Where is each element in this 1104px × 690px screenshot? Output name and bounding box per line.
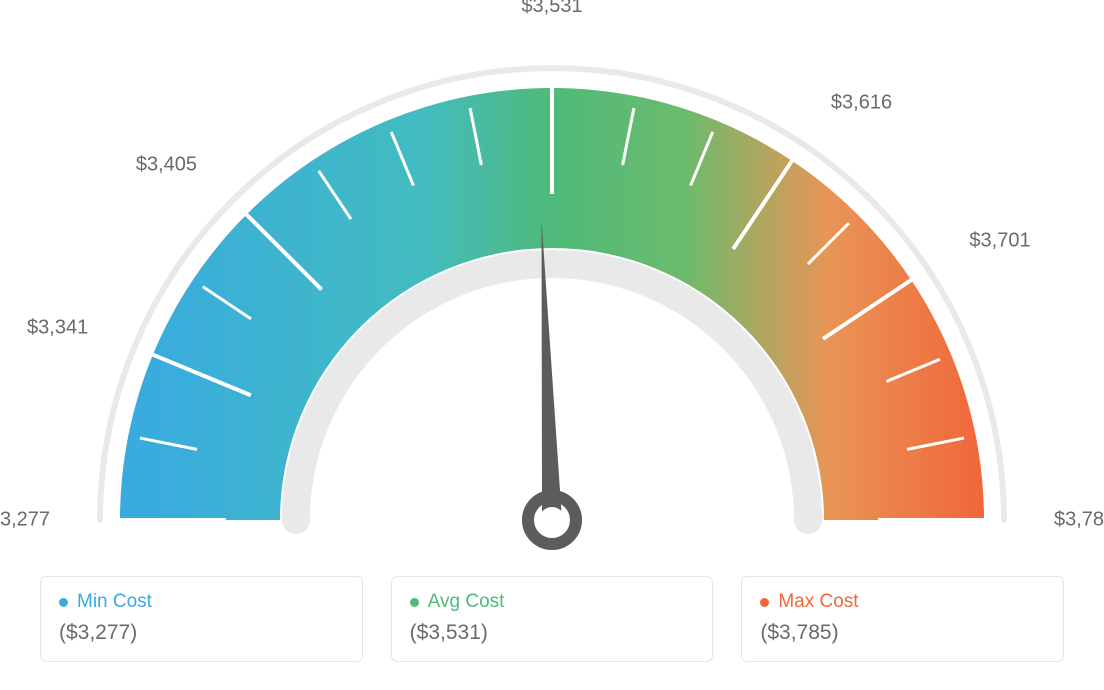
min-cost-value: ($3,277) — [59, 621, 344, 645]
max-cost-value: ($3,785) — [760, 621, 1045, 645]
gauge-tick-label: $3,277 — [0, 509, 50, 532]
gauge-tick-label: $3,785 — [1054, 509, 1104, 532]
min-cost-card: Min Cost ($3,277) — [40, 576, 363, 662]
gauge-chart: $3,277 $3,341 $3,405 $3,531 $3,616 $3,701 $3,7… — [0, 0, 1104, 560]
avg-cost-value: ($3,531) — [410, 621, 695, 645]
min-cost-title-row: Min Cost — [59, 591, 344, 613]
max-cost-title-row: Max Cost — [760, 591, 1045, 613]
avg-cost-title: Avg Cost — [428, 591, 505, 613]
gauge-tick-label: $3,341 — [27, 316, 88, 339]
gauge-tick-label: $3,531 — [521, 0, 582, 18]
avg-cost-card: Avg Cost ($3,531) — [391, 576, 714, 662]
min-dot-icon — [59, 598, 68, 607]
max-dot-icon — [760, 598, 769, 607]
avg-cost-title-row: Avg Cost — [410, 591, 695, 613]
gauge-tick-label: $3,616 — [831, 91, 892, 114]
avg-dot-icon — [410, 598, 419, 607]
cost-gauge-container: $3,277 $3,341 $3,405 $3,531 $3,616 $3,701 $3,7… — [0, 0, 1104, 690]
gauge-tick-label: $3,405 — [136, 154, 197, 177]
min-cost-title: Min Cost — [77, 591, 152, 613]
max-cost-card: Max Cost ($3,785) — [741, 576, 1064, 662]
gauge-svg — [0, 0, 1104, 560]
gauge-tick-label: $3,701 — [969, 230, 1030, 253]
max-cost-title: Max Cost — [778, 591, 858, 613]
summary-cards: Min Cost ($3,277) Avg Cost ($3,531) Max … — [40, 576, 1064, 662]
